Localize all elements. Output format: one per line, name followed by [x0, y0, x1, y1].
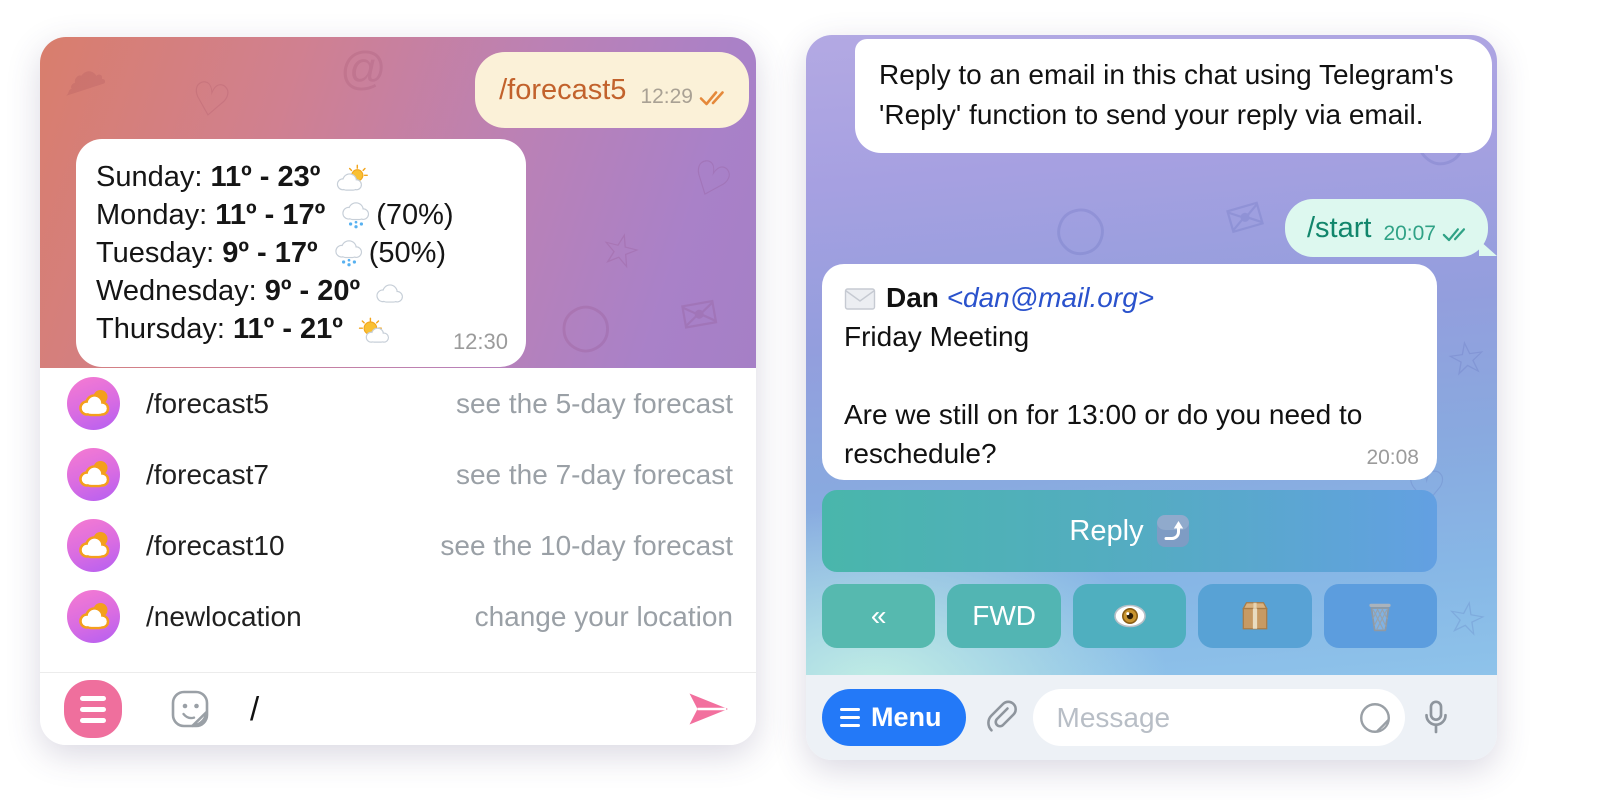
email-sender: Dan	[886, 282, 939, 313]
cloud-icon	[376, 284, 404, 303]
forecast-row: Sunday: 11º - 23º	[96, 158, 506, 196]
command-suggestion-list: /forecast5 see the 5-day forecast /forec…	[40, 368, 756, 672]
message-composer: Menu	[806, 675, 1497, 760]
email-address[interactable]: <dan@mail.org>	[946, 282, 1155, 313]
sun-behind-cloud-icon	[337, 164, 369, 191]
package-icon	[1242, 602, 1268, 630]
forward-button[interactable]: FWD	[947, 584, 1061, 648]
forecast-percent: (50%)	[368, 237, 447, 269]
bot-avatar	[67, 448, 120, 501]
hamburger-menu-icon	[840, 707, 860, 728]
double-check-icon	[1442, 228, 1466, 242]
composer-typed-text[interactable]: /	[250, 690, 260, 727]
intro-message-text: Reply to an email in this chat using Tel…	[879, 59, 1454, 130]
forecast-message-time: 12:30	[452, 329, 508, 354]
forecast-temp: 11º - 21º	[233, 313, 343, 345]
trash-icon	[1369, 603, 1391, 632]
forecast-temp: 11º - 23º	[210, 161, 321, 193]
sent-message-time: 20:07	[1383, 222, 1436, 245]
command-description: see the 10-day forecast	[440, 529, 733, 561]
command-description: see the 5-day forecast	[455, 387, 733, 419]
view-button[interactable]	[1072, 584, 1187, 648]
forecast-day: Thursday:	[96, 313, 225, 345]
forecast-temp: 9º - 17º	[222, 237, 318, 269]
sent-command-text: /forecast5	[499, 73, 627, 106]
intro-message-bubble[interactable]: Reply to an email in this chat using Tel…	[855, 39, 1492, 153]
forward-button-label: FWD	[972, 600, 1036, 631]
message-input[interactable]	[1056, 701, 1347, 734]
bot-avatar	[67, 590, 120, 643]
sent-message-time: 12:29	[640, 85, 693, 108]
forecast-day: Monday:	[96, 199, 208, 231]
bot-menu-button[interactable]	[64, 680, 122, 738]
back-button[interactable]: «	[822, 584, 936, 648]
bot-menu-button[interactable]: Menu	[822, 689, 966, 746]
bot-avatar	[67, 519, 120, 572]
command-item-forecast10[interactable]: /forecast10 see the 10-day forecast	[40, 510, 756, 581]
command-item-forecast5[interactable]: /forecast5 see the 5-day forecast	[40, 368, 756, 439]
cloud-sun-avatar-icon	[78, 389, 109, 416]
forecast-row: Wednesday: 9º - 20º	[96, 272, 506, 310]
forecast-percent: (70%)	[376, 199, 454, 231]
inline-keyboard-row: « FWD	[822, 584, 1438, 648]
forecast-temp: 9º - 20º	[264, 275, 361, 307]
menu-button-label: Menu	[871, 702, 942, 732]
message-composer: /	[40, 672, 756, 745]
command-name: /forecast10	[146, 529, 285, 561]
sent-message-bubble[interactable]: /start 20:07	[1284, 199, 1497, 257]
message-input-pill	[1032, 689, 1405, 746]
archive-button[interactable]	[1198, 584, 1312, 648]
sticker-smiley-icon[interactable]	[168, 687, 212, 731]
paperclip-icon[interactable]	[983, 699, 1019, 737]
reply-button[interactable]: Reply	[822, 490, 1437, 572]
sent-command-text: /start	[1306, 211, 1372, 244]
sent-message-bubble[interactable]: /forecast5 12:29	[475, 52, 749, 128]
reply-button-label: Reply	[1069, 514, 1144, 547]
chat-background: ☁ ♡ @ ☆ ✉ ◯ ♡ ☆ /forecast5 12:29 Sunday:	[40, 37, 756, 368]
email-header-line: Dan <dan@mail.org>	[844, 278, 1415, 317]
chat-background: ☆ ♡ ◯ ☆ ♡ ◯ ✉ ☆ Reply to an email in thi…	[806, 35, 1497, 675]
command-name: /forecast5	[146, 387, 269, 419]
forecast-row: Thursday: 11º - 21º	[96, 310, 506, 348]
command-item-newlocation[interactable]: /newlocation change your location	[40, 581, 756, 652]
email-message-bubble[interactable]: Dan <dan@mail.org> Friday Meeting Are we…	[822, 264, 1437, 480]
rain-cloud-icon	[342, 202, 370, 229]
email-subject: Friday Meeting	[844, 321, 1030, 352]
email-body: Are we still on for 13:00 or do you need…	[844, 399, 1363, 469]
eye-icon	[1113, 604, 1146, 628]
email-message-time: 20:08	[1366, 446, 1419, 469]
command-name: /newlocation	[146, 600, 302, 632]
forecast-day: Wednesday:	[96, 275, 257, 307]
sun-behind-cloud-icon	[358, 317, 389, 343]
forecast-message-bubble[interactable]: Sunday: 11º - 23º Monday:	[76, 139, 526, 367]
microphone-icon[interactable]	[1421, 699, 1451, 737]
bot-avatar	[67, 377, 120, 430]
sticker-circle-icon[interactable]	[1357, 700, 1393, 736]
command-description: see the 7-day forecast	[455, 458, 733, 490]
forecast-row: Tuesday: 9º - 17º (50%)	[96, 234, 506, 272]
forecast-day: Tuesday:	[96, 237, 215, 269]
bubble-tail	[1479, 240, 1497, 256]
back-button-label: «	[870, 600, 887, 631]
envelope-icon	[844, 288, 876, 310]
email-bot-chat-window: ☆ ♡ ◯ ☆ ♡ ◯ ✉ ☆ Reply to an email in thi…	[806, 35, 1497, 760]
rain-cloud-icon	[335, 240, 362, 267]
command-description: change your location	[474, 600, 733, 632]
command-name: /forecast7	[146, 458, 269, 490]
weather-bot-chat-window: ☁ ♡ @ ☆ ✉ ◯ ♡ ☆ /forecast5 12:29 Sunday:	[40, 37, 756, 745]
delete-button[interactable]	[1323, 584, 1438, 648]
cloud-sun-avatar-icon	[78, 602, 109, 629]
arrow-up-right-curve-icon	[1156, 515, 1189, 547]
send-plane-icon[interactable]	[688, 692, 730, 726]
forecast-day: Sunday:	[96, 161, 203, 193]
forecast-row: Monday: 11º - 17º (70%)	[96, 196, 506, 234]
cloud-sun-avatar-icon	[78, 531, 109, 558]
cloud-sun-avatar-icon	[78, 460, 109, 487]
forecast-temp: 11º - 17º	[215, 199, 326, 231]
double-check-icon	[699, 90, 724, 105]
command-item-forecast7[interactable]: /forecast7 see the 7-day forecast	[40, 439, 756, 510]
